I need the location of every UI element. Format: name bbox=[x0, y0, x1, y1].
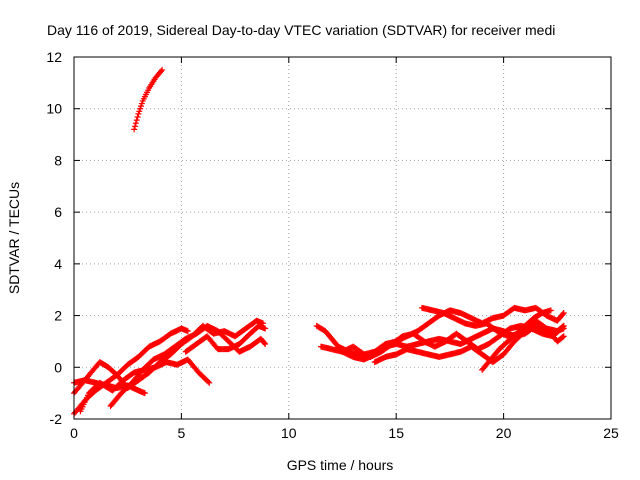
data-point bbox=[134, 113, 141, 120]
data-point bbox=[559, 311, 566, 318]
x-tick-labels: 0 5 10 15 20 25 bbox=[70, 425, 619, 441]
x-tick-label: 0 bbox=[70, 425, 78, 441]
y-tick-label: 4 bbox=[54, 256, 62, 272]
series-arc-1 bbox=[131, 66, 166, 133]
series-arc-13 bbox=[479, 307, 554, 373]
y-tick-label: 6 bbox=[54, 204, 62, 220]
data-point bbox=[560, 333, 567, 340]
y-tick-label: 10 bbox=[46, 101, 62, 117]
data-point bbox=[261, 339, 268, 346]
data-point bbox=[262, 325, 269, 332]
x-tick-label: 20 bbox=[496, 425, 512, 441]
data-point bbox=[159, 66, 166, 73]
data-point bbox=[560, 309, 567, 316]
x-tick-label: 25 bbox=[603, 425, 619, 441]
plot-frame bbox=[73, 56, 612, 420]
data-point bbox=[560, 325, 567, 332]
y-tick-label: 8 bbox=[54, 152, 62, 168]
series-arc-7 bbox=[182, 322, 269, 355]
x-tick-label: 15 bbox=[388, 425, 404, 441]
data-point bbox=[559, 333, 566, 340]
chart-title: Day 116 of 2019, Sidereal Day-to-day VTE… bbox=[47, 22, 555, 38]
data-point bbox=[262, 341, 269, 348]
series-arc-3 bbox=[71, 325, 191, 417]
y-axis-label: SDTVAR / TECUs bbox=[6, 182, 22, 294]
x-tick-label: 10 bbox=[281, 425, 297, 441]
data-point bbox=[547, 307, 554, 314]
series-arc-10 bbox=[339, 304, 567, 358]
y-tick-label: 2 bbox=[54, 308, 62, 324]
data-point bbox=[205, 378, 212, 385]
y-tick-label: -2 bbox=[50, 411, 63, 427]
data-point bbox=[206, 379, 213, 386]
series-arc-6 bbox=[71, 377, 148, 397]
data-point bbox=[184, 328, 191, 335]
grid bbox=[74, 57, 611, 419]
data-point bbox=[133, 117, 140, 124]
y-tick-labels: -2 0 2 4 6 8 10 12 bbox=[46, 49, 62, 427]
data-point bbox=[132, 120, 139, 127]
y-tick-label: 0 bbox=[54, 359, 62, 375]
x-tick-label: 5 bbox=[178, 425, 186, 441]
data-point bbox=[157, 68, 164, 75]
y-tick-label: 12 bbox=[46, 49, 62, 65]
data-series bbox=[71, 66, 567, 417]
data-point bbox=[131, 126, 138, 133]
x-axis-label: GPS time / hours bbox=[287, 457, 394, 473]
data-point bbox=[141, 390, 148, 397]
series-arc-5 bbox=[107, 322, 269, 410]
data-point bbox=[132, 123, 139, 130]
